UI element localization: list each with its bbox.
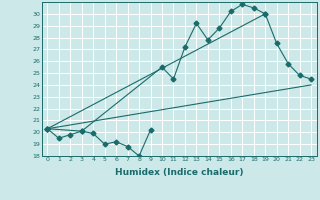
X-axis label: Humidex (Indice chaleur): Humidex (Indice chaleur) — [115, 168, 244, 177]
